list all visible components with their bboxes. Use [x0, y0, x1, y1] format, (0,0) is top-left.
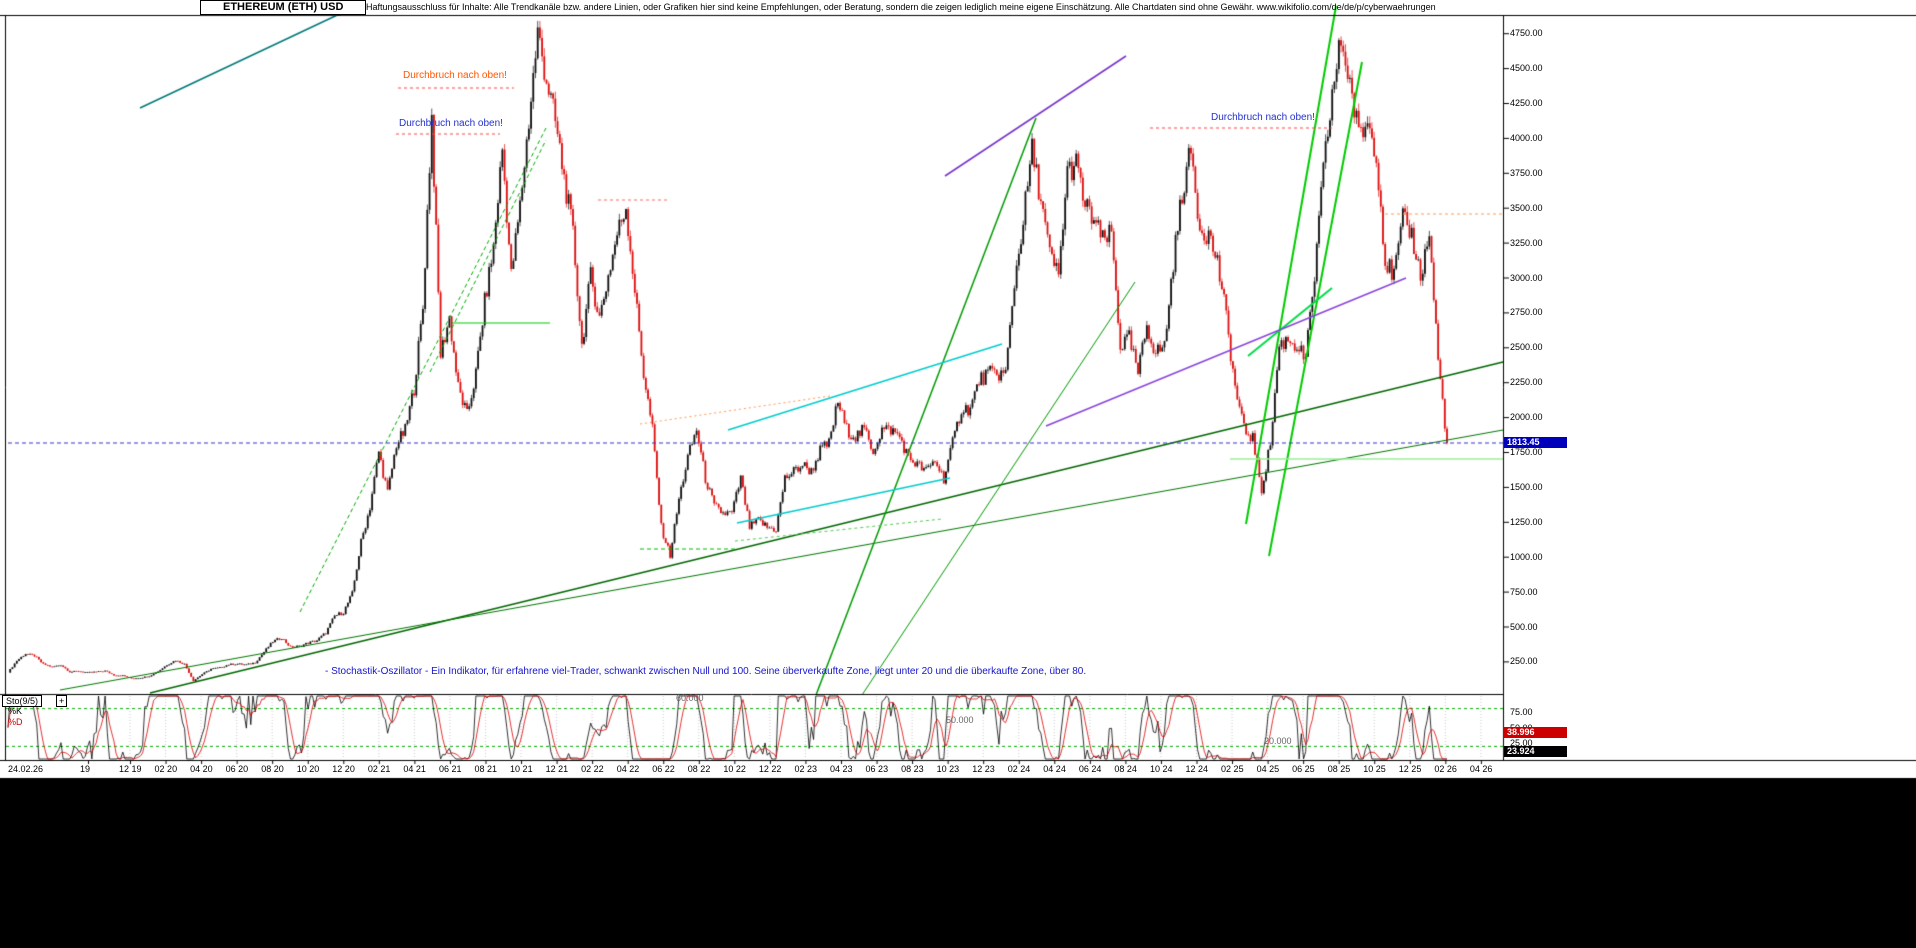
oscillator-tick-label: 75.00 [1510, 706, 1533, 717]
indicator-expand-button[interactable]: + [56, 695, 68, 707]
x-axis-label: 08 24 [1114, 764, 1137, 774]
x-axis-label: 04 24 [1043, 764, 1066, 774]
oscillator-level-label: 20.000 [1264, 736, 1292, 746]
x-axis-label: 12 19 [119, 764, 142, 774]
x-axis-label: 08 21 [474, 764, 498, 774]
x-axis-label: 04 22 [616, 764, 640, 774]
x-axis-label: 06 25 [1292, 764, 1315, 774]
price-tick-label: 250.00 [1510, 656, 1538, 667]
disclaimer-text: Haftungsausschluss für Inhalte: Alle Tre… [366, 2, 1436, 12]
x-axis-label: 08 25 [1327, 764, 1351, 774]
x-axis-label: 02 26 [1434, 764, 1457, 774]
price-tick-label: 2500.00 [1510, 342, 1543, 353]
price-tick-label: 2000.00 [1510, 412, 1543, 423]
x-axis-label: 04 20 [190, 764, 213, 774]
price-tick-label: 1000.00 [1510, 551, 1543, 562]
x-axis-label: 10 20 [296, 764, 320, 774]
d-line-label: %D [8, 717, 23, 727]
price-tick-label: 4000.00 [1510, 132, 1543, 143]
x-axis-label: 12 24 [1185, 764, 1209, 774]
x-axis-label: 08 20 [261, 764, 284, 774]
x-axis-label: 04 21 [403, 764, 426, 774]
breakout-annotation: Durchbruch nach oben! [1211, 112, 1315, 123]
x-axis-label: 12 25 [1398, 764, 1422, 774]
price-tick-label: 3000.00 [1510, 272, 1543, 283]
x-axis-label: 08 22 [687, 764, 711, 774]
price-tick-label: 1250.00 [1510, 516, 1543, 527]
price-tick-label: 4750.00 [1510, 28, 1543, 39]
price-tick-label: 500.00 [1510, 621, 1538, 632]
price-tick-label: 3250.00 [1510, 237, 1543, 248]
x-axis-label: 19 [80, 764, 91, 774]
x-axis-label: 10 21 [510, 764, 533, 774]
x-axis-label: 08 23 [901, 764, 924, 774]
x-axis-label: 12 22 [758, 764, 782, 774]
current-price-label: 1813.45 [1504, 437, 1567, 449]
breakout-annotation: Durchbruch nach oben! [403, 70, 507, 81]
x-axis-label: 02 21 [367, 764, 391, 774]
x-axis-label: 12 23 [972, 764, 995, 774]
price-tick-label: 3750.00 [1510, 167, 1543, 178]
instrument-title: ETHEREUM (ETH) USD [200, 0, 367, 15]
oscillator-level-label: 50.000 [946, 715, 974, 725]
stochastic-d-value: 23.924 [1504, 746, 1567, 757]
x-axis-label: 10 24 [1149, 764, 1173, 774]
oscillator-tick-label: 25.00 [1510, 738, 1533, 749]
k-line-label: %K [8, 706, 23, 716]
price-tick-label: 2750.00 [1510, 307, 1543, 318]
x-axis-label: 06 24 [1078, 764, 1102, 774]
price-tick-label: 2250.00 [1510, 377, 1543, 388]
oscillator-level-label: 60.000 [676, 693, 704, 703]
x-axis-label: 02 25 [1221, 764, 1244, 774]
stochastic-description: - Stochastik-Oszillator - Ein Indikator,… [325, 666, 1087, 677]
x-axis-label: 10 22 [723, 764, 746, 774]
x-axis-label: 02 24 [1007, 764, 1031, 774]
x-axis-label: 04 25 [1256, 764, 1280, 774]
x-axis-label: 06 20 [225, 764, 249, 774]
x-axis-label: 06 23 [865, 764, 889, 774]
x-axis-label: 10 25 [1363, 764, 1386, 774]
x-axis-label: 06 22 [652, 764, 675, 774]
x-axis-label: 24.02.26 [8, 764, 44, 774]
price-tick-label: 4250.00 [1510, 98, 1543, 108]
price-tick-label: 750.00 [1510, 586, 1538, 597]
price-tick-label: 1500.00 [1510, 481, 1543, 492]
price-tick-label: 4500.00 [1510, 63, 1543, 74]
price-tick-label: 1750.00 [1510, 447, 1543, 457]
x-axis-label: 10 23 [936, 764, 960, 774]
x-axis-label: 12 20 [332, 764, 355, 774]
x-axis-label: 12 21 [545, 764, 569, 774]
breakout-annotation: Durchbruch nach oben! [399, 118, 503, 129]
x-axis-label: 04 26 [1469, 764, 1493, 774]
x-axis-label: 02 23 [794, 764, 817, 774]
x-axis-label: 04 23 [830, 764, 853, 774]
indicator-settings-label[interactable]: Sto(9/5) [2, 695, 43, 707]
price-tick-label: 3500.00 [1510, 202, 1543, 213]
x-axis-label: 02 22 [581, 764, 604, 774]
x-axis-label: 02 20 [154, 764, 178, 774]
x-axis-label: 06 21 [438, 764, 462, 774]
stochastic-k-value: 38.996 [1504, 727, 1567, 738]
